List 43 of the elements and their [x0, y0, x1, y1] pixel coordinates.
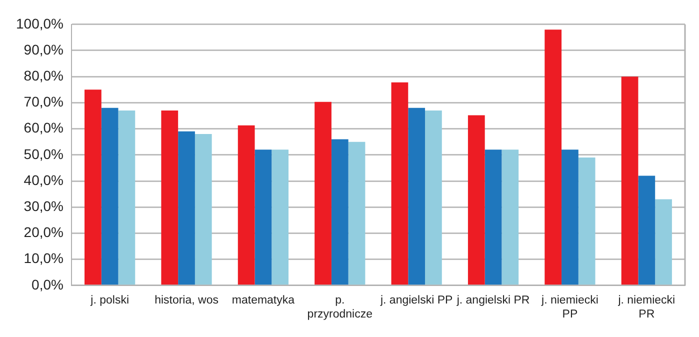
x-tick-label: j. polski [90, 294, 130, 306]
bar [178, 131, 195, 285]
bar [468, 115, 485, 285]
bar [502, 150, 519, 285]
bar [238, 125, 255, 285]
x-tick-label: historia, wos [154, 294, 219, 306]
bar [391, 82, 408, 285]
bar [118, 110, 136, 285]
bar [425, 110, 442, 285]
y-tick-label: 90,0% [24, 41, 64, 58]
bar [84, 90, 102, 285]
y-tick-label: 30,0% [24, 198, 64, 214]
y-tick-label: 80,0% [24, 67, 64, 84]
y-tick-label: 60,0% [24, 120, 64, 136]
bar [254, 150, 272, 285]
bar [161, 110, 178, 285]
y-tick-label: 20,0% [24, 224, 64, 240]
y-tick-label: 0,0% [32, 276, 64, 292]
bar [578, 158, 596, 285]
bar [621, 76, 638, 285]
x-tick-label: matematyka [232, 294, 296, 306]
bar [562, 150, 578, 285]
bar [348, 142, 366, 285]
bar [655, 199, 672, 285]
bar [638, 176, 656, 285]
bar [408, 108, 426, 285]
y-tick-label: 100,0% [16, 15, 64, 32]
x-tick-label: j. niemiecki PR [617, 294, 676, 320]
bar [272, 150, 289, 285]
bar [331, 139, 348, 285]
y-tick-label: 10,0% [24, 250, 64, 266]
bar [194, 134, 212, 285]
bar [314, 102, 332, 285]
x-tick-label: p. przyrodnicze [307, 294, 372, 320]
y-tick-label: 50,0% [24, 146, 64, 162]
x-tick-label: j. angielski PP [379, 294, 454, 306]
bar [101, 108, 118, 285]
y-tick-label: 40,0% [24, 172, 64, 188]
x-tick-label: j. niemiecki PP [540, 294, 598, 320]
bar [544, 30, 562, 285]
x-tick-label: j. angielski PR [456, 294, 530, 306]
bar [484, 150, 502, 285]
y-tick-label: 70,0% [24, 94, 64, 110]
